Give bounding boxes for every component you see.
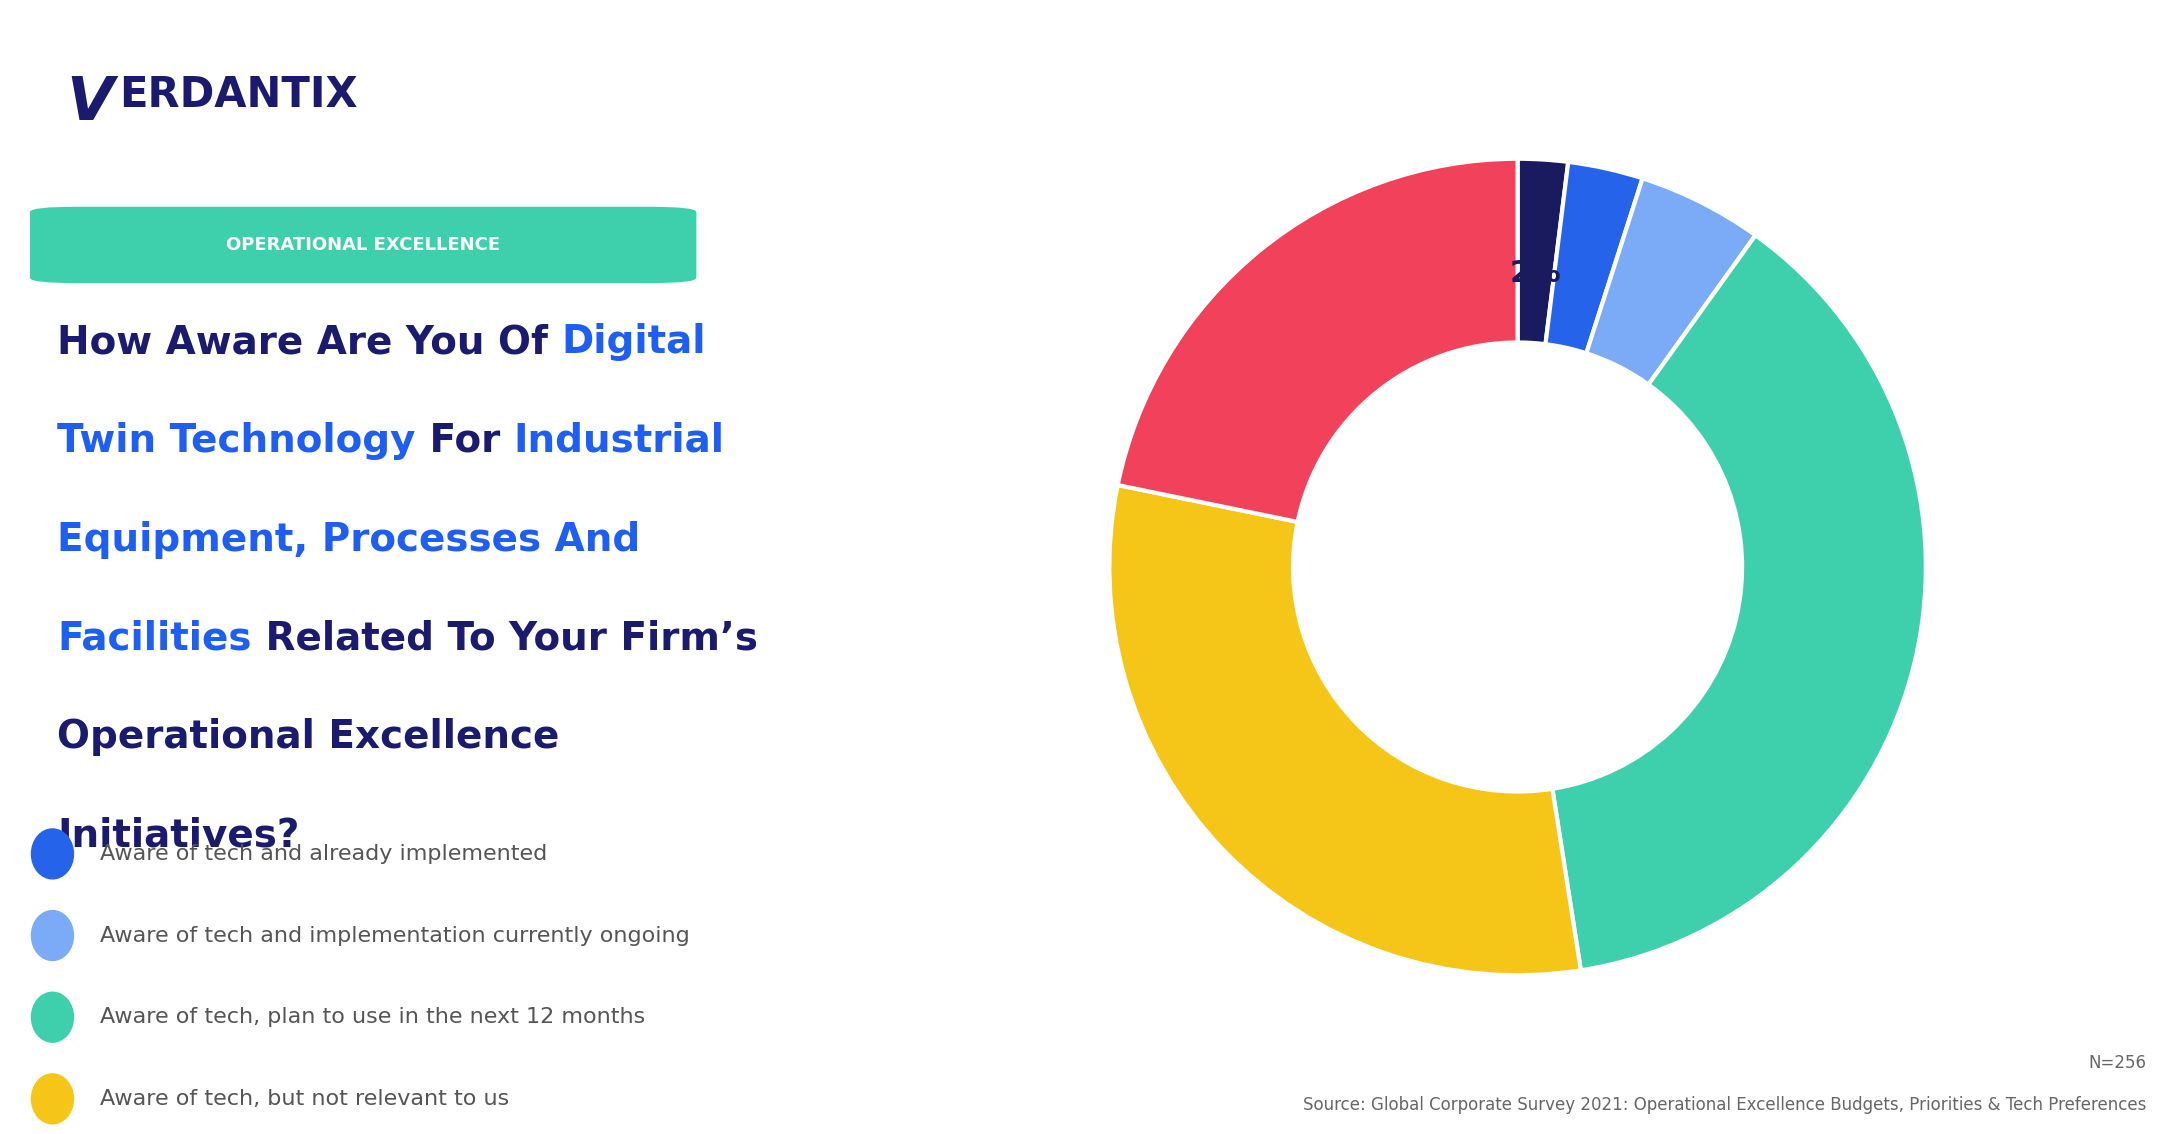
- Text: For: For: [416, 422, 514, 460]
- Text: OPERATIONAL EXCELLENCE: OPERATIONAL EXCELLENCE: [225, 236, 501, 254]
- Wedge shape: [1518, 159, 1567, 345]
- Text: V: V: [67, 74, 115, 133]
- Text: Facilities: Facilities: [56, 619, 251, 658]
- Text: ERDANTIX: ERDANTIX: [119, 74, 358, 116]
- Wedge shape: [1587, 178, 1756, 384]
- Text: 31%: 31%: [1257, 751, 1351, 789]
- Circle shape: [33, 829, 74, 879]
- Text: Industrial: Industrial: [514, 422, 724, 460]
- Circle shape: [33, 1074, 74, 1124]
- Text: Source: Global Corporate Survey 2021: Operational Excellence Budgets, Priorities: Source: Global Corporate Survey 2021: Op…: [1303, 1095, 2146, 1114]
- Text: Digital: Digital: [562, 323, 707, 362]
- Text: Related To Your Firm’s: Related To Your Firm’s: [251, 619, 759, 658]
- Circle shape: [33, 992, 74, 1042]
- Text: Aware of tech and already implemented: Aware of tech and already implemented: [100, 844, 546, 864]
- Text: Aware of tech and implementation currently ongoing: Aware of tech and implementation current…: [100, 925, 689, 946]
- Text: 22%: 22%: [1286, 320, 1379, 358]
- Wedge shape: [1552, 235, 1925, 971]
- Text: Operational Excellence: Operational Excellence: [56, 718, 559, 756]
- Wedge shape: [1110, 485, 1580, 975]
- Text: 2%: 2%: [1509, 260, 1561, 288]
- Text: 5%: 5%: [1624, 290, 1676, 319]
- Text: Aware of tech, but not relevant to us: Aware of tech, but not relevant to us: [100, 1089, 509, 1109]
- Text: N=256: N=256: [2088, 1053, 2146, 1072]
- Text: How Aware Are You Of: How Aware Are You Of: [56, 323, 562, 362]
- Text: Initiatives?: Initiatives?: [56, 816, 299, 855]
- Text: Twin Technology: Twin Technology: [56, 422, 416, 460]
- Text: Equipment, Processes And: Equipment, Processes And: [56, 521, 640, 559]
- Wedge shape: [1546, 162, 1643, 354]
- Circle shape: [33, 911, 74, 960]
- Wedge shape: [1119, 159, 1518, 522]
- FancyBboxPatch shape: [30, 206, 696, 284]
- Text: 3%: 3%: [1554, 265, 1606, 295]
- Text: 38%: 38%: [1756, 616, 1849, 654]
- Text: Aware of tech, plan to use in the next 12 months: Aware of tech, plan to use in the next 1…: [100, 1007, 646, 1027]
